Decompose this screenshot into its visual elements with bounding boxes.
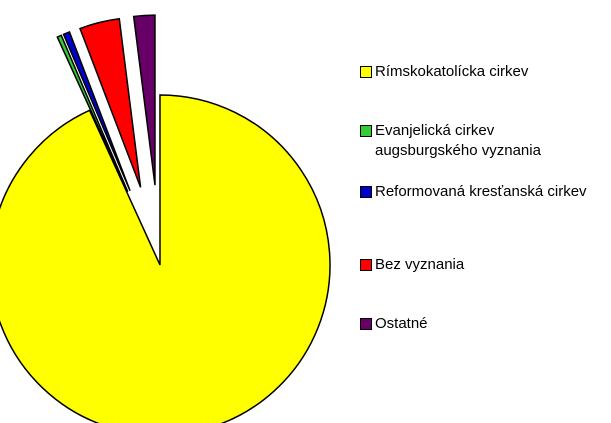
pie-slice (132, 14, 156, 186)
pie-slice (0, 94, 331, 423)
legend-swatch (360, 186, 372, 198)
legend-label: Ostatné (375, 315, 428, 332)
legend-swatch (360, 125, 372, 137)
legend-swatch (360, 66, 372, 78)
legend-swatch (360, 318, 372, 330)
legend-entry: Reformovaná kresťanská cirkev (360, 182, 600, 202)
legend-entry: Bez vyznania (360, 255, 600, 275)
pie-slice (79, 17, 142, 188)
legend-entry: Rímskokatolícka cirkev (360, 62, 600, 82)
legend-label: Bez vyznania (375, 256, 465, 273)
legend-entry: Ostatné (360, 314, 600, 334)
legend-entry: Evanjelická cirkev augsburgského vyznani… (360, 121, 600, 161)
pie-slice (62, 31, 131, 192)
legend-label: Evanjelická cirkev augsburgského vyznani… (375, 122, 541, 159)
legend-swatch (360, 259, 372, 271)
legend-label: Reformovaná kresťanská cirkev (375, 183, 587, 200)
pie-slice (56, 34, 129, 193)
legend-label: Rímskokatolícka cirkev (375, 63, 529, 80)
